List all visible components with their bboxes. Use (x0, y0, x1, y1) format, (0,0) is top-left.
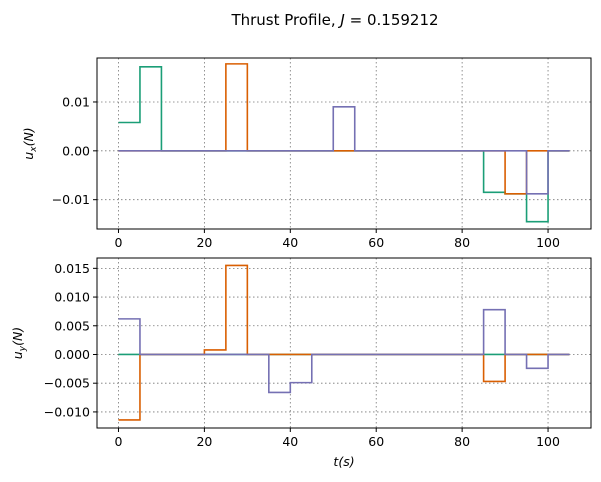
x-tick-label: 60 (368, 434, 384, 449)
x-tick-label: 100 (536, 235, 560, 250)
chart-title: Thrust Profile, J = 0.159212 (230, 11, 438, 29)
x-tick-label: 40 (282, 235, 298, 250)
y-tick-label: −0.010 (44, 404, 90, 419)
y-tick-label: 0.01 (62, 94, 90, 109)
axes-frame (96, 257, 592, 429)
x-tick-label: 0 (115, 235, 123, 250)
x-tick-label: 80 (454, 434, 470, 449)
series-line-2 (118, 63, 570, 195)
y-tick-label: −0.01 (52, 192, 90, 207)
axes-frame (96, 57, 592, 230)
x-axis-label: t(s) (333, 454, 354, 469)
series-line-2 (118, 264, 570, 421)
x-tick-label: 80 (454, 235, 470, 250)
bottom-panel-uy: 0 20 40 60 80 100 −0.010 −0.005 0.000 0.005 0.010 0… (10, 257, 592, 469)
x-tick-label: 100 (536, 434, 560, 449)
series-line-3 (118, 308, 570, 394)
y-tick-label: 0.000 (54, 347, 90, 362)
y-tick-label: 0.010 (54, 290, 90, 305)
x-tick-label: 60 (368, 235, 384, 250)
series-line-1 (118, 65, 570, 223)
y-tick-label: 0.015 (54, 261, 90, 276)
x-tick-label: 20 (196, 434, 212, 449)
x-tick-label: 40 (282, 434, 298, 449)
title-value: = 0.159212 (345, 11, 439, 29)
y-axis-label: ux(N) (21, 127, 39, 159)
y-tick-label: −0.005 (44, 376, 90, 391)
x-tick-label: 0 (115, 434, 123, 449)
title-variable: J (337, 11, 344, 29)
title-prefix: Thrust Profile, (230, 11, 340, 29)
series-line-3 (118, 106, 570, 195)
top-panel-ux: 0 20 40 60 80 100 −0.01 0.00 0.01 ux(N) (21, 57, 592, 250)
y-tick-label: 0.005 (54, 318, 90, 333)
x-tick-label: 20 (196, 235, 212, 250)
y-axis-label: uy(N) (10, 327, 28, 359)
y-tick-label: 0.00 (62, 143, 90, 158)
